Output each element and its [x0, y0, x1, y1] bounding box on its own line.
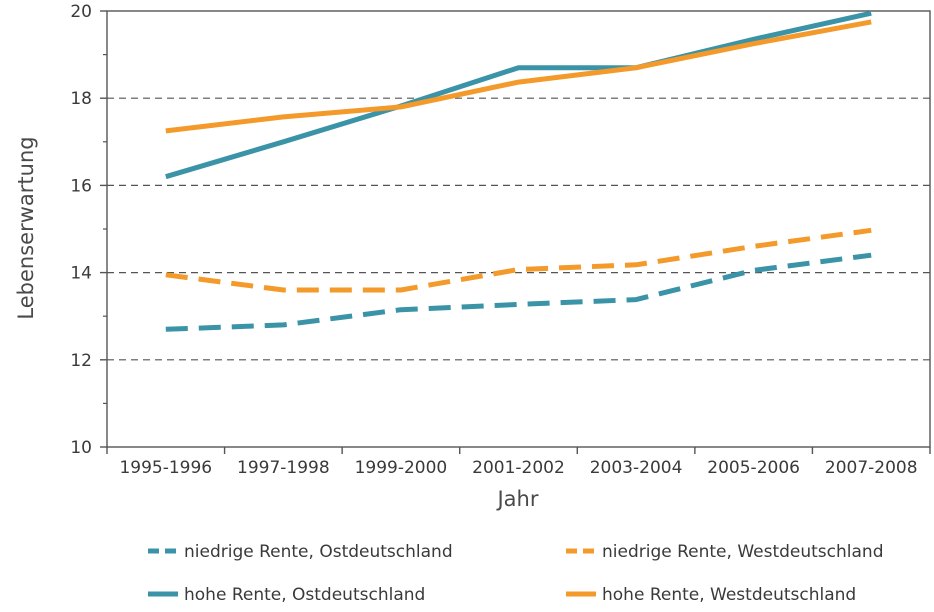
- series-line-2: [165, 10, 872, 180]
- series-line-3: [165, 19, 872, 134]
- y-tick-label: 12: [70, 351, 92, 371]
- x-axis-title: Jahr: [495, 487, 538, 511]
- y-tick-label: 20: [70, 2, 92, 22]
- legend-label: niedrige Rente, Westdeutschland: [602, 542, 884, 562]
- y-tick-label: 16: [70, 176, 92, 196]
- x-tick-label: 2007-2008: [825, 458, 918, 478]
- legend-label: niedrige Rente, Ostdeutschland: [184, 542, 453, 562]
- y-tick-label: 18: [70, 89, 92, 109]
- x-tick-label: 2003-2004: [590, 458, 683, 478]
- series-line-1: [165, 227, 872, 293]
- plot-frame: [106, 10, 931, 448]
- axes: [100, 10, 931, 454]
- series-lines: [165, 10, 872, 332]
- legend-label: hohe Rente, Westdeutschland: [602, 585, 856, 605]
- legend: niedrige Rente, Ostdeutschland niedrige R…: [148, 542, 884, 605]
- x-tick-label: 2005-2006: [707, 458, 800, 478]
- legend-label: hohe Rente, Ostdeutschland: [184, 585, 425, 605]
- y-tick-label: 14: [70, 264, 92, 284]
- x-tick-label: 1997-1998: [237, 458, 330, 478]
- y-axis-title: Lebenserwartung: [14, 136, 38, 319]
- x-tick-label: 1995-1996: [119, 458, 212, 478]
- x-tick-label: 2001-2002: [472, 458, 565, 478]
- x-tick-label: 1999-2000: [355, 458, 448, 478]
- series-line-0: [165, 252, 872, 332]
- tick-labels: 10 12 14 16 18 20 1995-1996 1997-1998 1999-2000 2…: [70, 2, 917, 478]
- gridlines: [107, 97, 930, 361]
- y-tick-label: 10: [70, 438, 92, 458]
